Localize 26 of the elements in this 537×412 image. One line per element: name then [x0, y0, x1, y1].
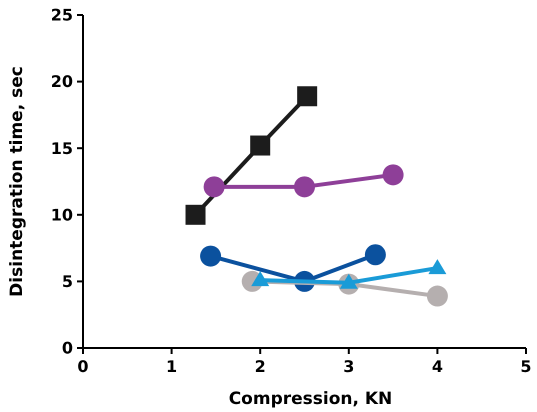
point [200, 246, 222, 267]
x-tick-label: 1 [166, 357, 178, 376]
point [294, 176, 315, 198]
y-tick-label: 10 [50, 205, 73, 224]
y-tick-label: 0 [62, 338, 73, 358]
point [382, 164, 404, 186]
x-tick-label: 2 [254, 357, 266, 376]
point [250, 136, 270, 156]
x-tick-label: 5 [520, 357, 532, 376]
point [297, 86, 318, 106]
y-tick-label: 5 [62, 272, 73, 291]
point [186, 204, 206, 225]
point [364, 244, 386, 266]
x-tick-label: 4 [432, 357, 443, 376]
y-tick-label: 20 [50, 72, 73, 92]
y-axis-title: Disintegration time, sec [7, 66, 27, 297]
point [340, 274, 358, 289]
point [428, 259, 446, 274]
point [426, 286, 448, 307]
x-tick-label: 0 [77, 357, 89, 376]
point [251, 271, 270, 286]
y-tick-label: 25 [50, 6, 73, 25]
point [204, 176, 225, 198]
x-tick-label: 3 [343, 357, 354, 376]
y-tick-label: 15 [50, 138, 73, 158]
x-axis-title: Compression, KN [228, 389, 392, 409]
